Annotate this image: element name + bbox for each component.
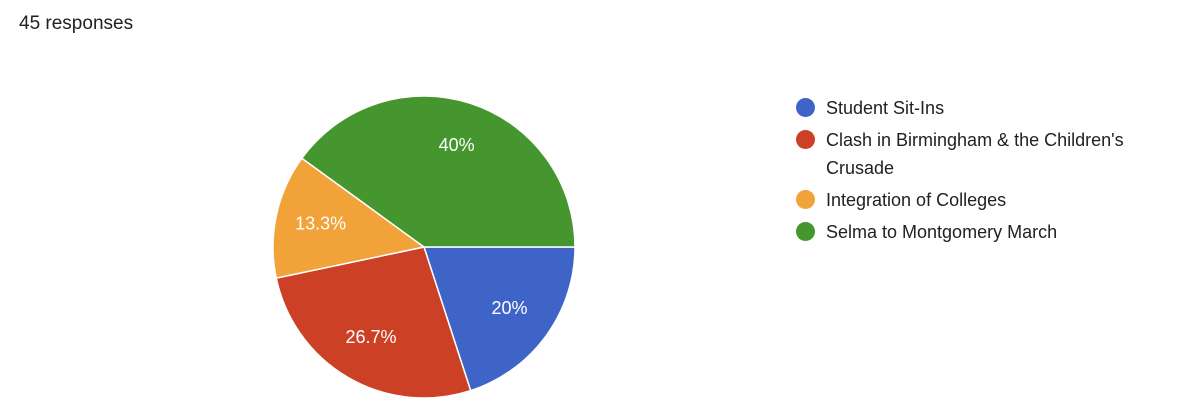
legend-item: Clash in Birmingham & the Children's Cru… (796, 126, 1156, 182)
pie-slice (275, 246, 472, 399)
slice-label: 20% (491, 298, 527, 318)
legend: Student Sit-Ins Clash in Birmingham & the… (796, 94, 1156, 250)
legend-item: Integration of Colleges (796, 186, 1156, 214)
slice-label: 26.7% (346, 327, 397, 347)
legend-label: Student Sit-Ins (826, 98, 945, 118)
legend-swatch (796, 98, 815, 117)
pie-slice (300, 95, 576, 248)
legend-item: Selma to Montgomery March (796, 218, 1156, 246)
slice-label: 13.3% (295, 214, 346, 234)
pie-slice (272, 157, 426, 279)
legend-swatch (796, 222, 815, 241)
legend-swatch (796, 190, 815, 209)
legend-label: Selma to Montgomery March (826, 222, 1058, 242)
response-count: 45 responses (19, 13, 134, 34)
legend-label: Integration of Colleges (826, 190, 1007, 210)
legend-swatch (796, 130, 815, 149)
legend-label: Clash in Birmingham & the Children's Cru… (826, 130, 1124, 178)
slice-label: 40% (439, 135, 475, 155)
pie-slice (422, 246, 576, 392)
legend-item: Student Sit-Ins (796, 94, 1156, 122)
